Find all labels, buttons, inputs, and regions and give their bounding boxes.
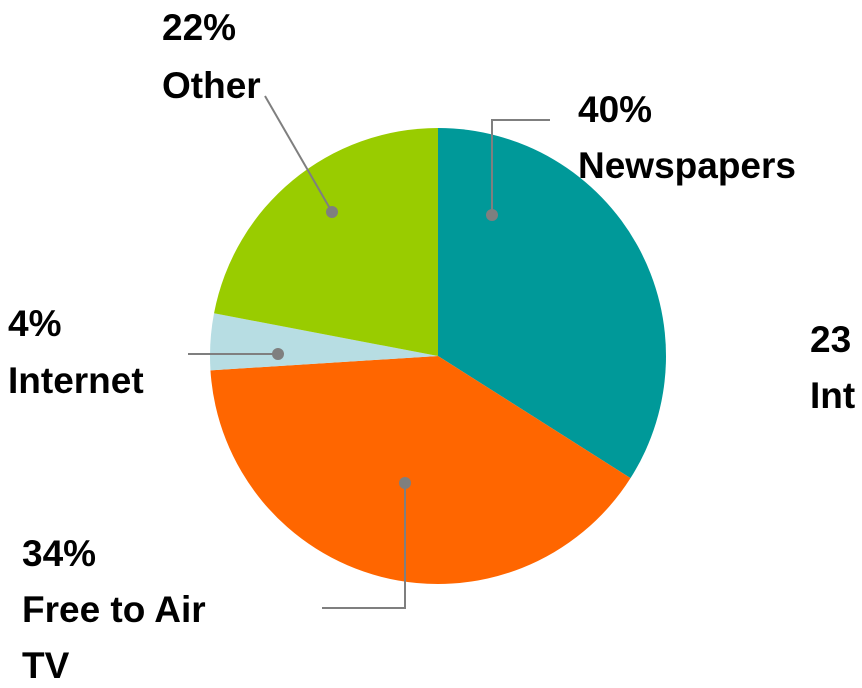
leader-dot-free-to-air-tv bbox=[399, 477, 411, 489]
name-label-free-to-air-tv-line2: TV bbox=[22, 645, 70, 686]
pie-slice-free-to-air-tv bbox=[210, 356, 631, 584]
pct-label-other: 22% bbox=[162, 7, 236, 48]
pie-slice-other bbox=[214, 128, 438, 356]
leader-line-free-to-air-tv bbox=[322, 483, 406, 609]
name-label-internet: Internet bbox=[8, 360, 144, 401]
pct-label-free-to-air-tv: 34% bbox=[22, 533, 96, 574]
leader-lines bbox=[188, 95, 550, 609]
name-label-other: Other bbox=[162, 65, 261, 106]
leader-dot-other bbox=[326, 206, 338, 218]
pie-slice-internet bbox=[210, 313, 438, 371]
name-label-clipped: Int bbox=[810, 375, 855, 416]
pct-label-internet: 4% bbox=[8, 303, 61, 344]
pct-label-newspapers: 40% bbox=[578, 89, 652, 130]
name-label-newspapers: Newspapers bbox=[578, 145, 796, 186]
leader-dot-newspapers bbox=[486, 209, 498, 221]
leader-line-newspapers bbox=[491, 119, 550, 215]
name-label-free-to-air-tv-line1: Free to Air bbox=[22, 589, 206, 630]
leader-line-other bbox=[264, 95, 333, 213]
data-labels: 22% Other 40% Newspapers 4% Internet 23 … bbox=[8, 7, 855, 686]
leader-dot-internet bbox=[272, 348, 284, 360]
pct-label-clipped: 23 bbox=[810, 319, 851, 360]
